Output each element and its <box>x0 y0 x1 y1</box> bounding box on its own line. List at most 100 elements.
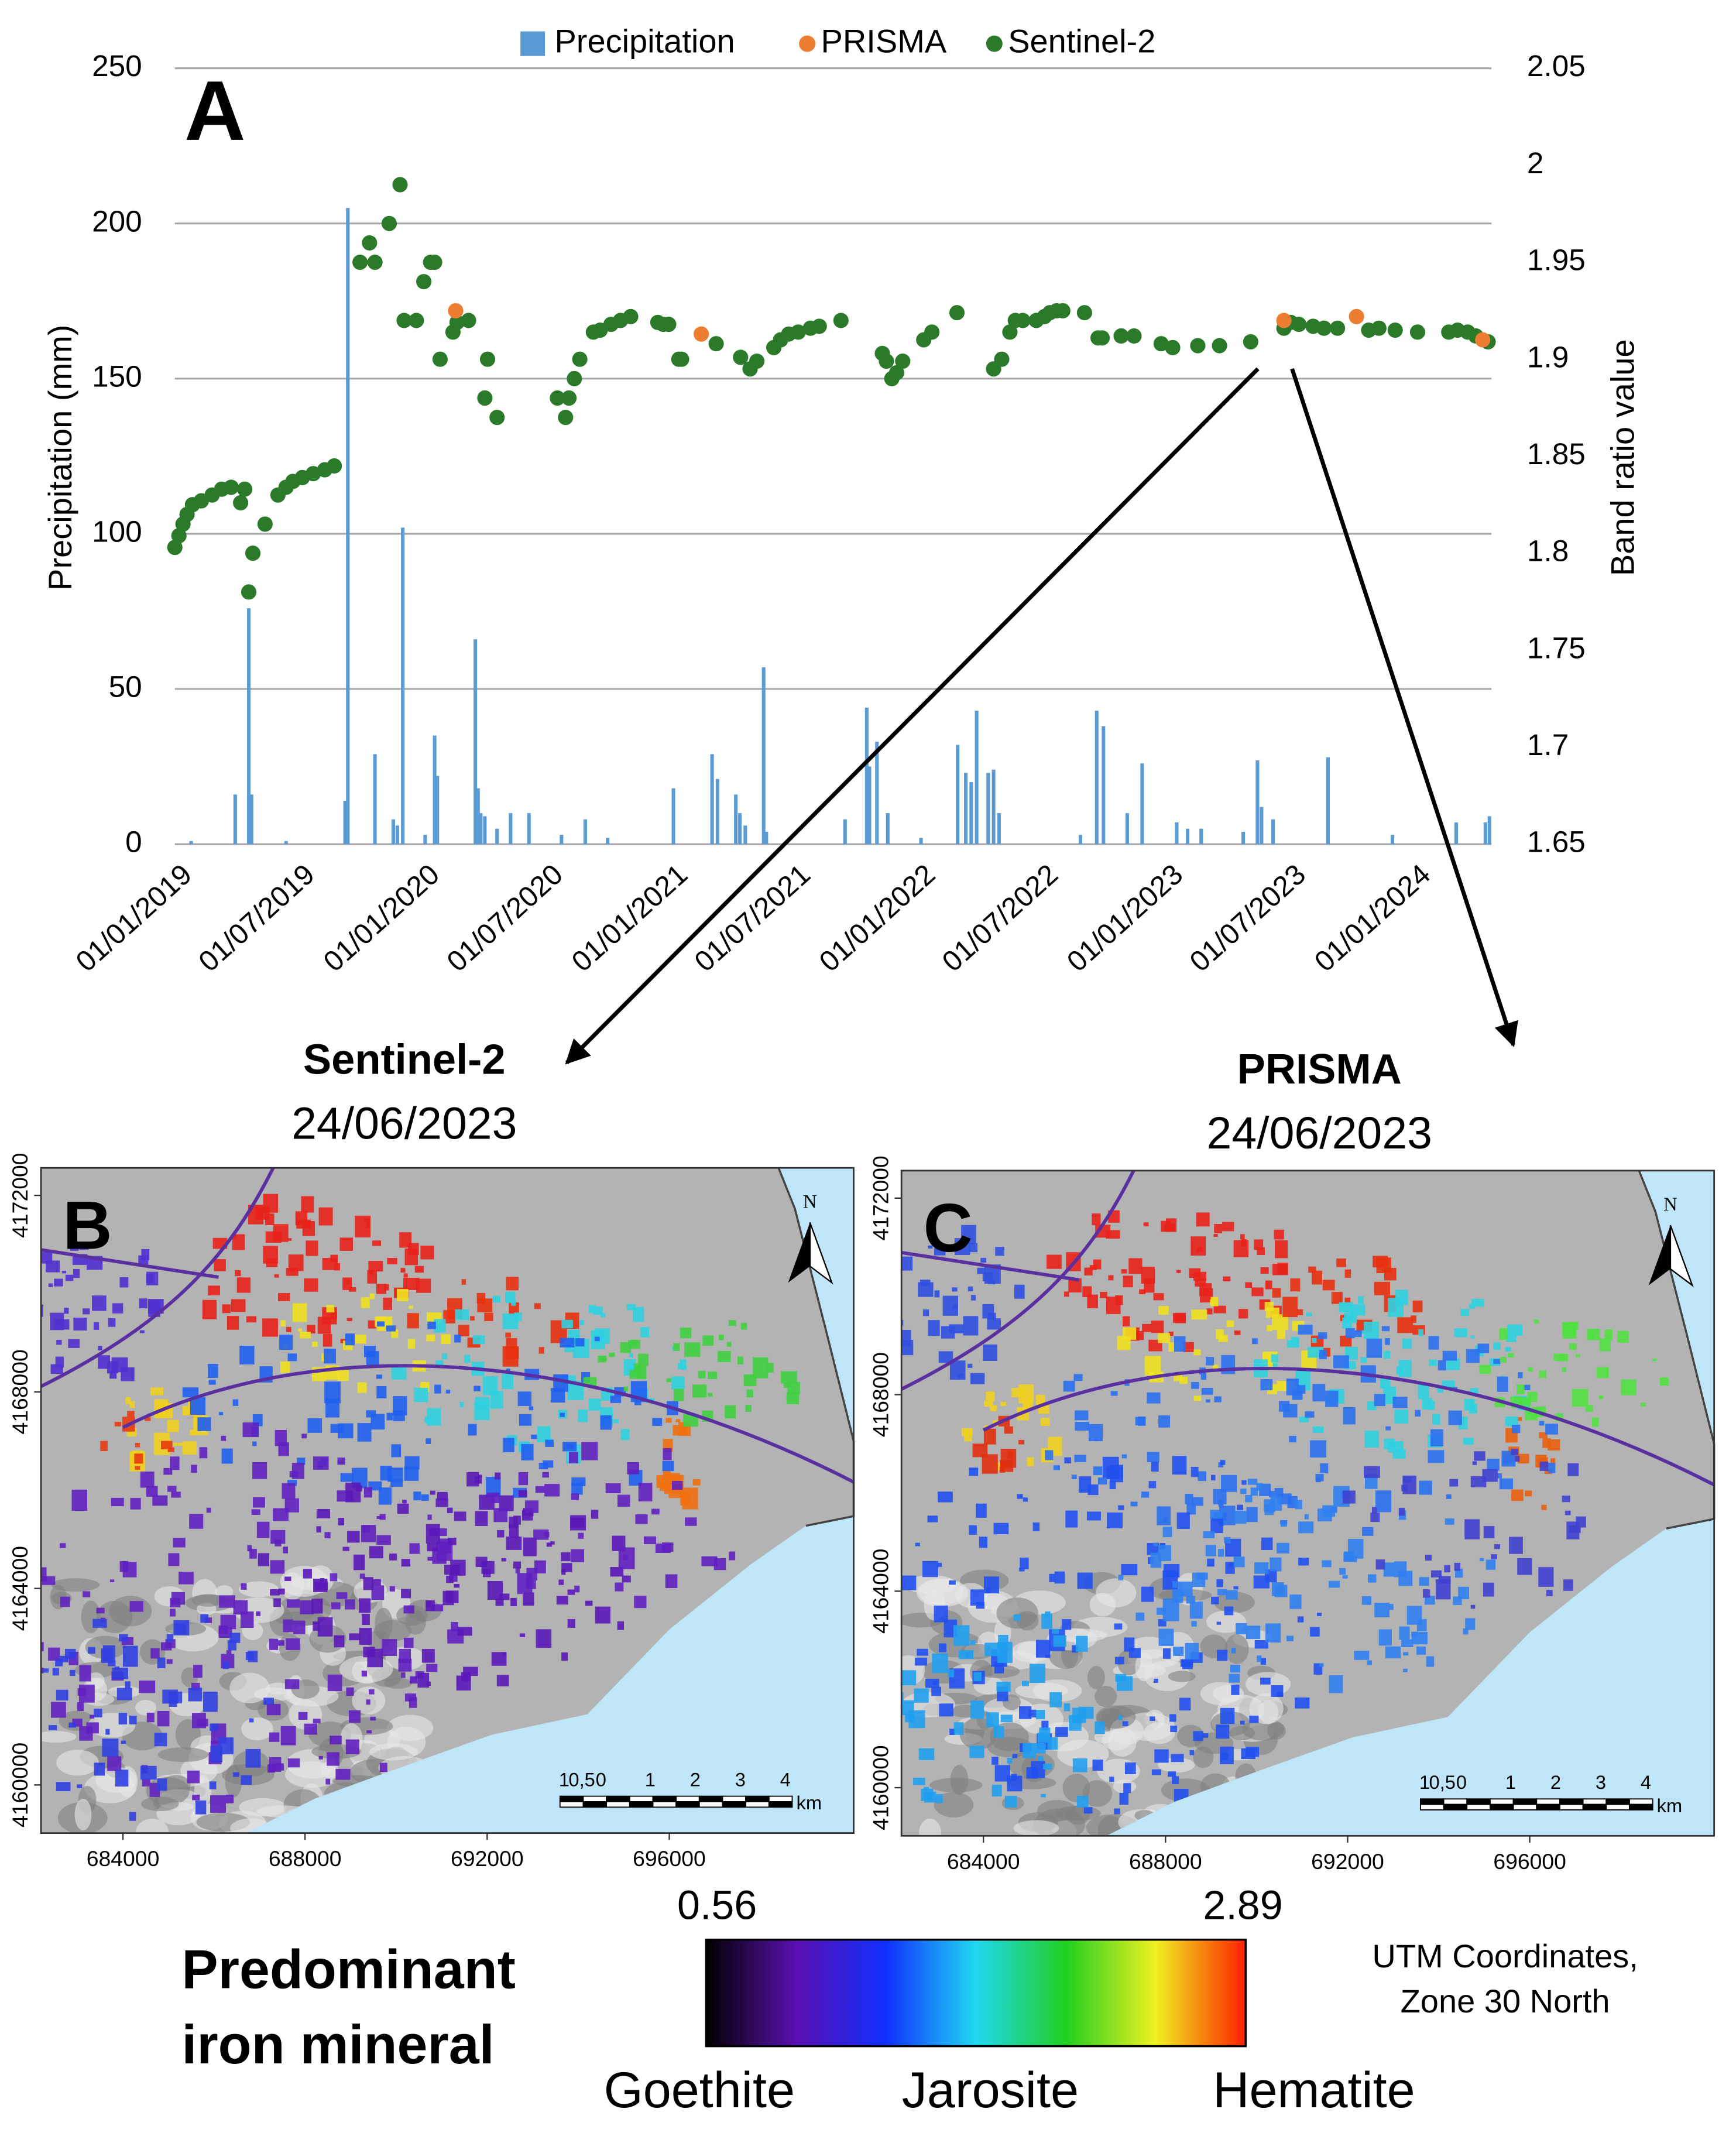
mineral-pixel <box>1043 1763 1052 1770</box>
mineral-pixel <box>994 1765 1010 1782</box>
mineral-pixel <box>1220 1746 1234 1764</box>
mineral-pixel <box>1077 1572 1093 1589</box>
x-tick-label: 01/01/2022 <box>814 858 941 978</box>
mineral-pixel <box>629 1353 633 1357</box>
mineral-pixel <box>426 1524 440 1544</box>
mineral-pixel <box>1329 1675 1343 1693</box>
mineral-pixel <box>914 1688 929 1703</box>
mineral-pixel <box>502 1374 513 1389</box>
mineral-pixel <box>578 1409 588 1422</box>
mineral-pixel <box>513 1561 522 1569</box>
mineral-pixel <box>1422 1398 1432 1410</box>
mineral-pixel <box>1392 1397 1408 1408</box>
mineral-pixel <box>461 1279 466 1285</box>
mineral-pixel <box>682 1487 698 1510</box>
bar <box>671 788 675 845</box>
mineral-pixel <box>208 1285 220 1296</box>
mineral-pixel <box>1032 1522 1040 1531</box>
map-x-tick-label: 696000 <box>633 1846 706 1871</box>
mineral-pixel <box>59 1655 68 1662</box>
mineral-pixel <box>1030 1664 1045 1683</box>
mineral-pixel <box>1265 1280 1272 1290</box>
hillshade <box>339 1655 393 1683</box>
mineral-pixel <box>1419 1577 1429 1586</box>
bar <box>476 788 480 845</box>
bar <box>843 819 847 845</box>
mineral-pixel <box>199 1447 208 1459</box>
mineral-pixel <box>68 1339 80 1348</box>
mineral-pixel <box>307 1325 315 1334</box>
scale-bar <box>745 1795 770 1802</box>
bar <box>583 819 587 845</box>
mineral-pixel <box>556 1596 568 1605</box>
mineral-pixel <box>665 1574 678 1588</box>
mineral-pixel <box>745 1404 752 1412</box>
point <box>489 410 505 426</box>
mineral-pixel <box>571 1549 585 1562</box>
mineral-pixel <box>139 1298 147 1309</box>
legend-swatch <box>520 31 545 56</box>
x-tick-label: 01/07/2022 <box>936 858 1064 978</box>
mineral-pixel <box>1114 1808 1120 1815</box>
mineral-pixel <box>316 1509 331 1518</box>
mineral-pixel <box>232 1399 239 1406</box>
mineral-pixel <box>1487 1459 1500 1471</box>
mineral-pixel <box>1430 1570 1442 1578</box>
mineral-pixel <box>636 1366 647 1379</box>
mineral-pixel <box>454 1583 460 1588</box>
scale-bar <box>1443 1803 1468 1810</box>
mineral-pixel <box>493 1508 508 1523</box>
mineral-pixel <box>1274 1229 1284 1240</box>
mineral-pixel <box>1210 1299 1216 1305</box>
scale-label: 0,5 <box>1429 1771 1456 1793</box>
mineral-pixel <box>146 1486 158 1497</box>
mineral-pixel <box>487 1492 500 1503</box>
mineral-pixel <box>1034 1743 1046 1754</box>
mineral-pixel <box>458 1325 469 1336</box>
mineral-pixel <box>1123 1275 1133 1288</box>
mineral-pixel <box>993 1726 1004 1738</box>
hillshade <box>225 1765 242 1798</box>
mineral-pixel <box>340 1473 354 1482</box>
bar <box>867 766 872 845</box>
mineral-pixel <box>226 1650 232 1654</box>
mineral-pixel <box>1511 1424 1521 1434</box>
mineral-pixel <box>1028 1709 1037 1717</box>
mineral-pixel <box>1502 1457 1512 1463</box>
mineral-pixel <box>152 1495 168 1506</box>
mineral-pixel <box>1115 1674 1126 1682</box>
mineral-pixel <box>404 1466 419 1481</box>
mineral-pixel <box>242 1422 259 1438</box>
mineral-pixel <box>291 1463 304 1479</box>
mineral-pixel <box>533 1529 549 1540</box>
mineral-pixel <box>71 1489 88 1511</box>
scale-label: 3 <box>1596 1771 1606 1793</box>
hillshade <box>1193 1746 1214 1768</box>
point <box>1349 308 1364 324</box>
mineral-pixel <box>475 1476 482 1484</box>
scale-bar <box>698 1795 723 1802</box>
mineral-pixel <box>378 1487 392 1505</box>
mineral-pixel <box>1110 1391 1118 1396</box>
mineral-pixel <box>682 1365 687 1370</box>
mineral-pixel <box>129 1601 143 1612</box>
mineral-pixel <box>1007 1451 1013 1459</box>
bar <box>1199 828 1203 845</box>
mineral-pixel <box>1358 1296 1364 1304</box>
mineral-pixel <box>982 1454 998 1474</box>
mineral-pixel <box>1251 1287 1264 1297</box>
mineral-pixel <box>1428 1359 1437 1366</box>
mineral-pixel <box>924 1791 936 1803</box>
mineral-pixel <box>1511 1489 1524 1501</box>
mineral-pixel <box>140 1471 155 1488</box>
mineral-pixel <box>1500 1357 1507 1363</box>
mineral-pixel <box>1342 1575 1348 1579</box>
scale-bar <box>745 1801 770 1808</box>
mineral-pixel <box>297 1328 302 1332</box>
point <box>1002 324 1018 340</box>
mineral-pixel <box>932 1653 948 1674</box>
mineral-pixel <box>1418 1384 1429 1400</box>
mineral-pixel <box>1542 1438 1551 1448</box>
mineral-pixel <box>1236 1623 1247 1635</box>
mineral-pixel <box>1352 1556 1357 1562</box>
